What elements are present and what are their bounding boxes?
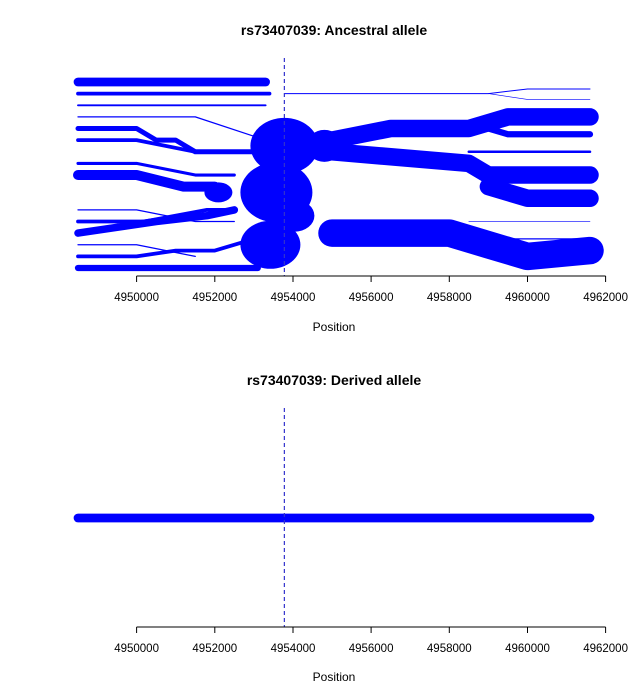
ancestral-chart-title: rs73407039: Ancestral allele [241,22,427,38]
x-tick-label-1: 4952000 [192,643,237,655]
x-tick-label-4: 4958000 [427,643,472,655]
branch-line-17 [485,125,594,138]
x-tick-label-5: 4960000 [505,643,550,655]
x-tick-label-1: 4952000 [192,292,237,304]
branch-line-6 [76,161,236,177]
core-node-5 [274,199,315,232]
branch-line-23 [318,219,604,271]
derived-panel: rs73407039: Derived allele 4950000 495200… [73,372,628,684]
branch-line-20 [479,177,599,208]
x-tick-label-2: 4954000 [271,643,316,655]
branch-line-7 [73,170,220,192]
x-tick-label-2: 4954000 [271,292,316,304]
branch-line-3 [77,116,267,141]
ancestral-branches [73,77,604,272]
branch-line-11 [77,244,196,258]
x-tick-label-4: 4958000 [427,292,472,304]
branch-line-5 [76,138,198,154]
x-tick-label-5: 4960000 [505,292,550,304]
branch-line-19 [323,143,599,184]
derived-x-axis: 4950000 4952000 4954000 4956000 4958000 49600… [114,626,628,655]
derived-chart-title: rs73407039: Derived allele [247,372,422,388]
ancestral-x-axis: 4950000 4952000 4954000 4956000 4958000 49600… [114,275,628,304]
x-tick-label-0: 4950000 [114,292,159,304]
branch-line-4 [75,126,257,155]
ancestral-core-nodes [204,117,343,269]
ancestral-x-axis-label: Position [313,320,356,334]
x-tick-label-0: 4950000 [114,643,159,655]
branch-line-24 [486,243,592,258]
core-node-2 [240,220,301,269]
ancestral-panel: rs73407039: Ancestral allele 4950000 4952… [73,22,628,334]
x-tick-label-6: 4962000 [583,292,628,304]
x-tick-label-6: 4962000 [583,643,628,655]
branch-line-10 [74,206,239,237]
derived-x-axis-label: Position [313,670,356,684]
branch-line-12 [76,237,256,259]
x-tick-label-3: 4956000 [349,643,394,655]
branch-line-14 [284,88,591,95]
branch-line-15 [488,93,591,100]
branch-line-16 [323,108,599,149]
x-tick-label-3: 4956000 [349,292,394,304]
